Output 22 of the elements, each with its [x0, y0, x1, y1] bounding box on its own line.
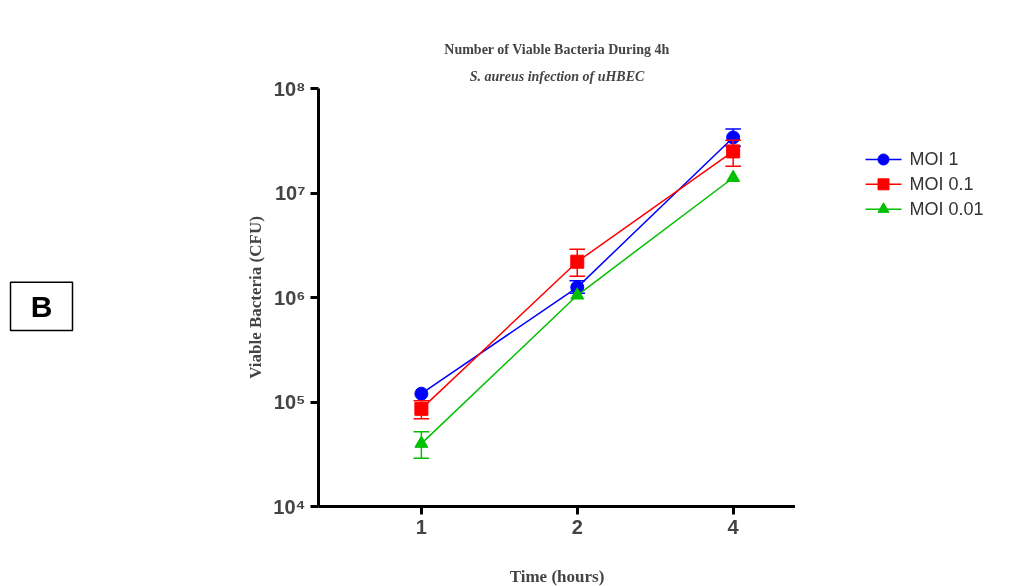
y-tick-label: 10⁵ — [273, 391, 306, 413]
legend-label: MOI 0.1 — [909, 174, 974, 195]
x-tick-label: 2 — [571, 515, 583, 538]
y-tick-label: 10⁸ — [273, 77, 306, 100]
x-tick-label: 1 — [415, 515, 427, 538]
y-tick-label: 10⁷ — [275, 182, 306, 204]
point — [726, 144, 741, 159]
point — [414, 401, 429, 416]
x-tick-label: 4 — [727, 515, 740, 538]
chart-subtitle: S. aureus infection of uHBEC — [469, 68, 645, 84]
chart-title: Number of Viable Bacteria During 4h — [444, 41, 670, 57]
legend-label: MOI 0.01 — [909, 199, 984, 220]
y-axis-title: Viable Bacteria (CFU) — [246, 216, 266, 379]
point — [414, 386, 429, 401]
y-tick-label: 10⁴ — [273, 495, 306, 518]
text: B — [30, 289, 53, 323]
legend-label: MOI 1 — [909, 149, 959, 170]
point — [570, 254, 585, 269]
y-tick-label: 10⁶ — [274, 286, 306, 309]
point — [570, 287, 585, 300]
x-axis-title: Time (hours) — [509, 566, 605, 586]
point — [414, 435, 429, 448]
